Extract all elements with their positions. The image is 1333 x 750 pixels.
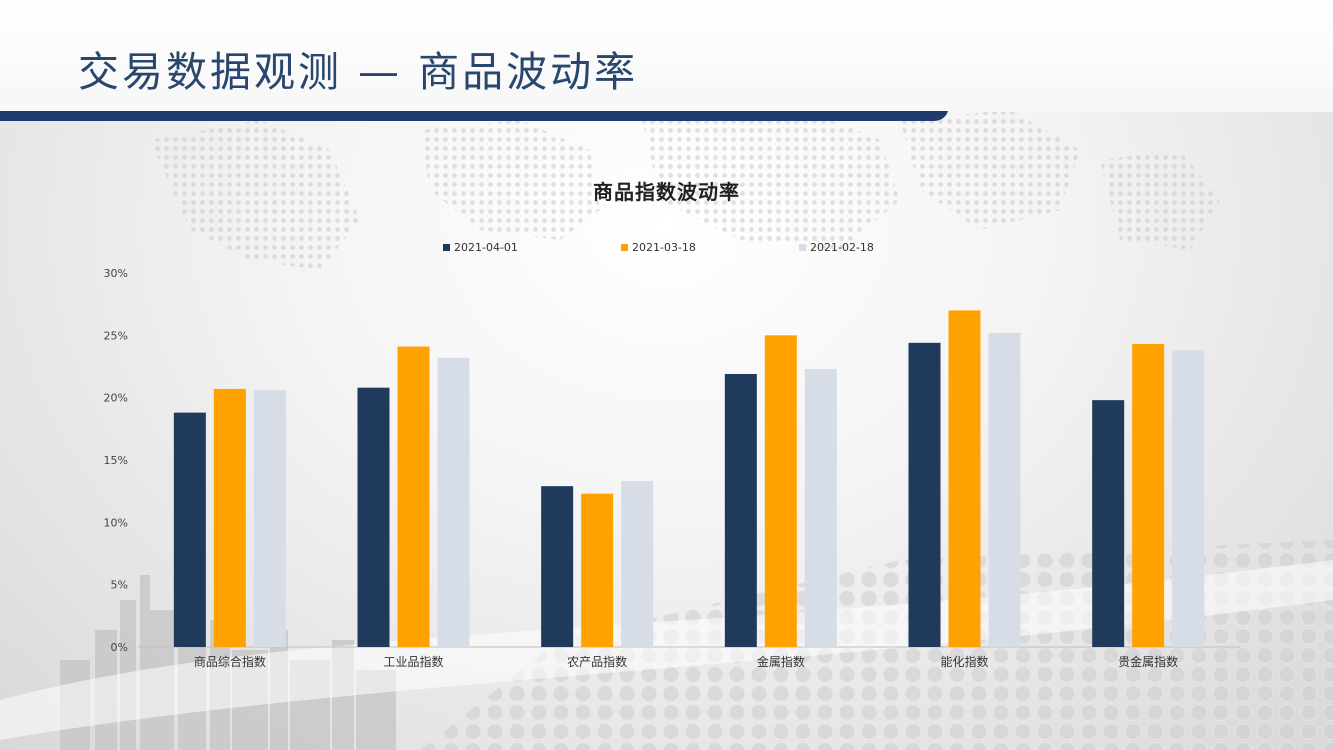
header-band bbox=[0, 0, 1333, 112]
x-category-label: 贵金属指数 bbox=[1118, 654, 1178, 669]
y-tick-label: 0% bbox=[111, 641, 128, 654]
bar-series-1-cat-4 bbox=[724, 373, 757, 647]
y-tick-label: 30% bbox=[104, 267, 128, 280]
x-category-label: 能化指数 bbox=[940, 654, 988, 669]
world-map-dots bbox=[150, 100, 1220, 270]
x-category-label: 金属指数 bbox=[757, 654, 805, 669]
legend-label-series-1: 2021-04-01 bbox=[454, 241, 518, 254]
legend-swatch-series-2 bbox=[621, 244, 628, 251]
legend-swatch-series-1 bbox=[443, 244, 450, 251]
legend-label-series-2: 2021-03-18 bbox=[632, 241, 696, 254]
bar-series-2-cat-5 bbox=[948, 310, 981, 647]
bar-series-3-cat-1 bbox=[253, 390, 286, 647]
y-tick-label: 20% bbox=[104, 392, 128, 405]
bar-series-1-cat-3 bbox=[541, 486, 574, 647]
bar-series-2-cat-3 bbox=[581, 493, 614, 647]
chart-legend: 2021-04-01 2021-03-18 2021-02-18 bbox=[0, 241, 1333, 257]
header-rule bbox=[0, 111, 948, 121]
legend-label-series-3: 2021-02-18 bbox=[810, 241, 874, 254]
bar-series-3-cat-5 bbox=[988, 332, 1021, 647]
x-category-label: 工业品指数 bbox=[383, 654, 443, 669]
legend-swatch-series-3 bbox=[799, 244, 806, 251]
bar-series-2-cat-2 bbox=[397, 346, 430, 647]
y-tick-label: 5% bbox=[111, 579, 128, 592]
bar-series-2-cat-6 bbox=[1132, 344, 1165, 647]
legend-item-2021-04-01: 2021-04-01 bbox=[443, 241, 518, 254]
x-category-label: 商品综合指数 bbox=[194, 654, 266, 669]
bar-series-2-cat-4 bbox=[764, 335, 797, 647]
legend-item-2021-02-18: 2021-02-18 bbox=[799, 241, 874, 254]
chart-title: 商品指数波动率 bbox=[593, 180, 740, 204]
bar-series-2-cat-1 bbox=[213, 388, 246, 647]
slide-title: 交易数据观测 — 商品波动率 bbox=[78, 48, 639, 96]
y-tick-label: 15% bbox=[104, 454, 128, 467]
bar-series-1-cat-2 bbox=[357, 387, 390, 647]
y-tick-label: 25% bbox=[104, 329, 128, 342]
bar-series-1-cat-1 bbox=[173, 412, 206, 647]
bar-series-3-cat-3 bbox=[621, 481, 654, 647]
bar-series-3-cat-4 bbox=[804, 368, 837, 647]
x-category-label: 农产品指数 bbox=[567, 654, 627, 669]
bar-series-3-cat-2 bbox=[437, 357, 470, 647]
bar-series-3-cat-6 bbox=[1172, 350, 1205, 647]
bar-series-1-cat-5 bbox=[908, 342, 941, 647]
bar-series-1-cat-6 bbox=[1092, 400, 1125, 647]
y-tick-label: 10% bbox=[104, 516, 128, 529]
legend-item-2021-03-18: 2021-03-18 bbox=[621, 241, 696, 254]
